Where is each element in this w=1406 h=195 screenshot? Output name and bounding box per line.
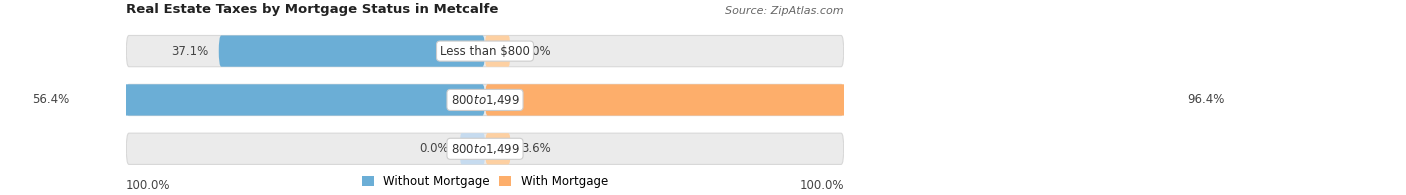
Text: 100.0%: 100.0%: [127, 179, 170, 192]
Text: $800 to $1,499: $800 to $1,499: [450, 142, 519, 156]
Text: Real Estate Taxes by Mortgage Status in Metcalfe: Real Estate Taxes by Mortgage Status in …: [127, 3, 499, 16]
Text: Less than $800: Less than $800: [440, 45, 530, 58]
Text: $800 to $1,499: $800 to $1,499: [450, 93, 519, 107]
Text: 0.0%: 0.0%: [419, 142, 449, 155]
FancyBboxPatch shape: [80, 84, 485, 116]
Text: 3.6%: 3.6%: [522, 142, 551, 155]
FancyBboxPatch shape: [219, 35, 485, 67]
FancyBboxPatch shape: [485, 35, 510, 67]
FancyBboxPatch shape: [127, 133, 844, 164]
Text: Source: ZipAtlas.com: Source: ZipAtlas.com: [725, 6, 844, 16]
FancyBboxPatch shape: [127, 35, 844, 67]
Text: 96.4%: 96.4%: [1188, 93, 1225, 106]
FancyBboxPatch shape: [485, 84, 1177, 116]
FancyBboxPatch shape: [460, 133, 485, 164]
Text: 0.0%: 0.0%: [520, 45, 551, 58]
FancyBboxPatch shape: [127, 84, 844, 116]
Text: 37.1%: 37.1%: [170, 45, 208, 58]
FancyBboxPatch shape: [485, 133, 510, 164]
Legend: Without Mortgage, With Mortgage: Without Mortgage, With Mortgage: [363, 175, 607, 188]
Text: 56.4%: 56.4%: [32, 93, 69, 106]
Text: 100.0%: 100.0%: [800, 179, 844, 192]
